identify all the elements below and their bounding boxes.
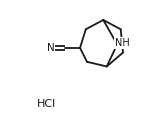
Text: N: N: [47, 43, 55, 53]
Text: HCl: HCl: [37, 99, 56, 109]
Text: NH: NH: [115, 38, 130, 48]
